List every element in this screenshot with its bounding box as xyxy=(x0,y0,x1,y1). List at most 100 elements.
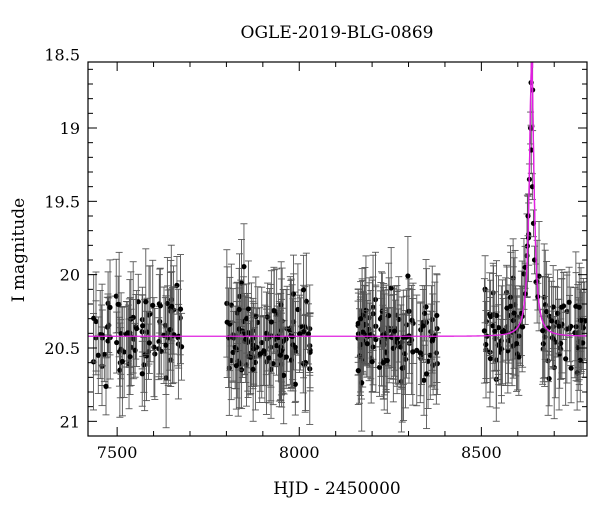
data-point-310 xyxy=(355,320,361,326)
data-point-182 xyxy=(290,342,296,348)
data-point-259 xyxy=(421,377,427,383)
data-point-307 xyxy=(423,371,430,377)
data-point-296 xyxy=(390,345,396,351)
data-point-165 xyxy=(243,336,249,342)
data-point-295 xyxy=(366,332,373,338)
data-point-75 xyxy=(146,340,152,346)
data-point-69 xyxy=(150,302,156,308)
data-point-318 xyxy=(430,337,436,343)
data-point-183 xyxy=(300,328,307,335)
data-point-57 xyxy=(121,349,127,355)
data-point-208 xyxy=(245,306,252,312)
data-point-424 xyxy=(554,310,561,317)
data-point-317 xyxy=(364,341,370,347)
chart-title: OGLE-2019-BLG-0869 xyxy=(241,23,434,43)
data-point-431 xyxy=(563,356,569,362)
data-point-78 xyxy=(107,304,113,310)
x-tick-label: 8000 xyxy=(279,443,320,462)
data-point-207 xyxy=(268,319,274,325)
model-curve-peak xyxy=(509,62,554,334)
data-point-405 xyxy=(481,328,488,334)
data-point-306 xyxy=(420,323,426,329)
model-curve-group xyxy=(88,62,587,337)
data-point-319 xyxy=(380,360,386,366)
data-point-82 xyxy=(125,330,131,336)
data-point-197 xyxy=(296,331,303,337)
data-point-357 xyxy=(580,325,586,331)
data-point-185 xyxy=(257,351,263,357)
data-point-432 xyxy=(520,324,526,330)
data-point-409 xyxy=(559,304,565,310)
y-tick-label: 19 xyxy=(60,119,80,138)
data-point-351 xyxy=(536,273,542,279)
data-point-425 xyxy=(495,324,502,331)
data-point-279 xyxy=(376,364,383,370)
data-point-441 xyxy=(573,303,579,309)
x-tick-label: 8500 xyxy=(461,443,502,462)
data-point-304 xyxy=(360,329,366,335)
data-point-63 xyxy=(151,344,157,350)
data-point-415 xyxy=(498,346,505,352)
y-tick-label: 21 xyxy=(60,412,80,431)
data-point-438 xyxy=(544,309,550,315)
data-point-312 xyxy=(384,357,390,364)
data-point-363 xyxy=(487,356,494,362)
data-point-112 xyxy=(241,264,247,270)
data-point-83 xyxy=(178,344,185,350)
data-point-395 xyxy=(516,354,522,360)
data-point-89 xyxy=(143,299,149,305)
data-point-202 xyxy=(250,366,256,372)
data-point-22 xyxy=(104,324,110,330)
data-point-257 xyxy=(373,336,379,343)
data-point-190 xyxy=(233,363,239,369)
data-point-322 xyxy=(355,368,361,374)
y-tick-label: 18.5 xyxy=(44,46,80,65)
x-axis-title: HJD - 2450000 xyxy=(273,479,401,499)
data-point-309 xyxy=(386,313,392,319)
data-point-177 xyxy=(266,355,272,361)
data-point-428 xyxy=(510,317,516,324)
data-point-408 xyxy=(564,326,570,332)
data-point-51 xyxy=(139,371,145,377)
data-point-324 xyxy=(358,316,364,322)
data-point-352 xyxy=(521,271,527,277)
data-point-76 xyxy=(134,325,140,332)
data-point-199 xyxy=(300,287,307,293)
data-point-154 xyxy=(273,342,280,349)
y-tick-label: 20.5 xyxy=(44,339,80,358)
data-point-203 xyxy=(277,352,284,358)
data-point-80 xyxy=(140,323,146,329)
data-point-290 xyxy=(418,327,424,333)
data-point-195 xyxy=(290,291,297,297)
data-point-311 xyxy=(391,328,398,334)
plot-frame xyxy=(87,61,588,437)
data-point-323 xyxy=(410,349,416,355)
y-axis-title: I magnitude xyxy=(9,198,29,302)
data-point-205 xyxy=(305,331,312,337)
data-point-436 xyxy=(540,341,546,347)
data-point-314 xyxy=(370,344,376,350)
data-point-173 xyxy=(270,360,276,367)
data-point-146 xyxy=(238,280,245,286)
data-point-86 xyxy=(127,354,133,360)
data-point-412 xyxy=(566,299,572,305)
data-point-20 xyxy=(101,351,107,358)
data-point-239 xyxy=(405,273,411,279)
data-point-442 xyxy=(492,328,498,334)
y-tick-label: 20 xyxy=(60,266,80,285)
data-point-176 xyxy=(232,344,238,350)
data-point-433 xyxy=(546,376,552,382)
data-point-72 xyxy=(163,342,169,348)
data-point-354 xyxy=(487,349,493,355)
y-tick-label: 19.5 xyxy=(44,192,80,211)
data-point-166 xyxy=(283,354,289,360)
data-point-88 xyxy=(169,303,175,309)
data-point-58 xyxy=(115,301,121,307)
data-point-439 xyxy=(540,328,546,334)
data-point-37 xyxy=(152,351,158,357)
data-point-70 xyxy=(157,303,163,309)
data-point-36 xyxy=(139,329,145,335)
data-point-85 xyxy=(177,306,184,312)
